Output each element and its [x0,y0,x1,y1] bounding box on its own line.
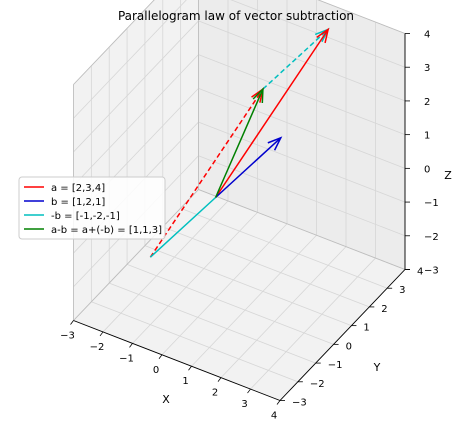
z-tick-label: 3 [424,63,430,74]
x-axis-label: X [162,393,170,406]
z-tick-label: 2 [424,97,430,108]
legend-entry: b = [1,2,1] [51,197,105,208]
legend-entry: a-b = a+(-b) = [1,1,3] [51,225,162,236]
y-tick-label: −3 [292,398,307,409]
y-tick-label: −2 [310,379,325,390]
x-tick-label: −2 [90,342,105,353]
y-tick-label: 3 [399,285,405,296]
x-tick-label: −1 [119,353,134,364]
z-tick-label: 0 [424,164,430,175]
x-tick-mark [130,343,133,347]
legend: a = [2,3,4] b = [1,2,1] -b = [-1,-2,-1] a-b… [19,177,165,239]
y-tick-label: 0 [346,341,352,352]
x-tick-mark [277,401,280,405]
z-tick-label: 1 [424,131,430,142]
legend-entry: a = [2,3,4] [51,183,105,194]
z-tick-label: 4 [424,30,430,41]
chart-title: Parallelogram law of vector subtraction [118,9,354,23]
x-tick-label: 1 [182,376,188,387]
x-tick-label: 4 [271,411,277,422]
x-tick-label: −3 [60,331,75,342]
x-tick-mark [100,332,103,336]
x-tick-label: 0 [153,365,159,376]
x-tick-label: 3 [241,399,247,410]
legend-entry: -b = [-1,-2,-1] [51,211,120,222]
z-tick-label: −3 [424,266,439,277]
y-axis-label: Y [373,361,381,374]
x-tick-mark [159,355,162,359]
y-tick-label: 2 [381,304,387,315]
y-tick-label: 1 [363,323,369,334]
x-tick-mark [189,366,192,370]
z-axis-label: Z [444,169,452,182]
x-tick-mark [248,389,251,393]
x-tick-mark [218,378,221,382]
z-tick-label: −2 [424,232,439,243]
x-tick-mark [71,321,74,325]
y-tick-label: −1 [328,360,343,371]
z-tick-label: −1 [424,198,439,209]
x-tick-label: 2 [212,388,218,399]
y-tick-label: 4 [417,267,423,278]
